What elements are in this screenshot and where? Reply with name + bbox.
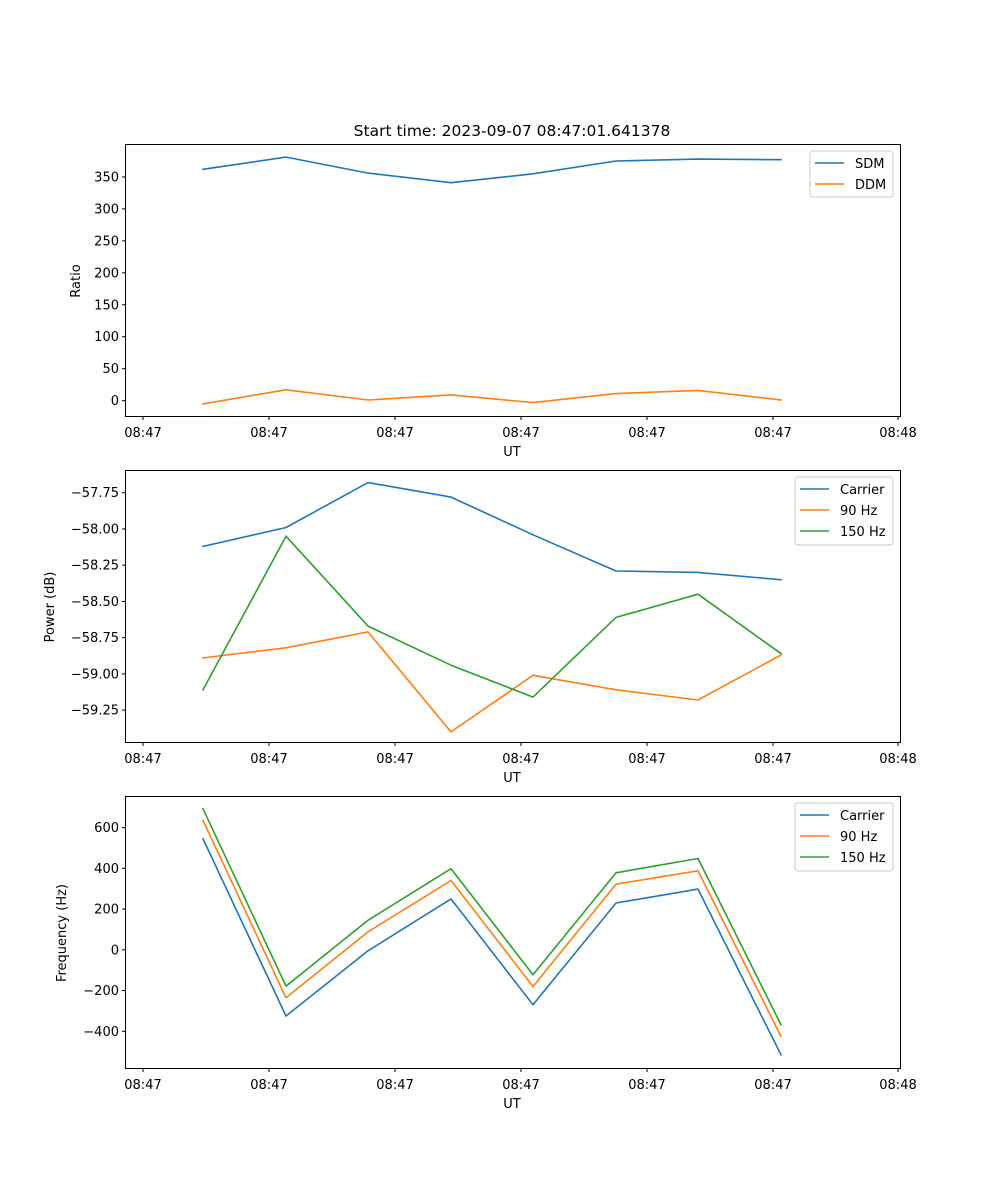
y-tick-label: −58.50 (71, 595, 119, 610)
x-tick-label: 08:47 (376, 426, 413, 441)
series-line-150-hz (201, 807, 783, 1026)
y-tick-label: 400 (94, 862, 119, 877)
x-tick-label: 08:47 (376, 752, 413, 767)
y-tick-label: −57.75 (71, 486, 119, 501)
legend-box (794, 802, 894, 872)
y-tick-label: 200 (94, 266, 119, 281)
y-tick-label: 250 (94, 234, 119, 249)
y-tick-label: 0 (111, 394, 119, 409)
y-tick-label: −59.25 (71, 704, 119, 719)
y-axis-label: Power (dB) (43, 572, 58, 643)
x-tick-label: 08:47 (754, 1078, 791, 1093)
x-tick-label: 08:47 (754, 426, 791, 441)
panel-power: Power (dB) UT 08:47 08:47 08:47 08:47 08… (43, 470, 917, 786)
x-axis-label: UT (503, 445, 521, 460)
x-tick-label: 08:47 (376, 1078, 413, 1093)
series-line-ddm (202, 388, 782, 405)
legend-label-carrier: Carrier (840, 809, 885, 824)
legend: Carrier 90 Hz 150 Hz (794, 476, 894, 546)
x-ticks: 08:47 08:47 08:47 08:47 08:47 08:47 08:4… (124, 1068, 917, 1093)
x-tick-label: 08:47 (250, 1078, 287, 1093)
legend-label-sdm: SDM (855, 157, 884, 172)
legend-label-150hz: 150 Hz (840, 851, 886, 866)
series-line-150-hz (201, 535, 783, 698)
y-tick-label: −58.25 (71, 559, 119, 574)
x-tick-label: 08:48 (879, 426, 916, 441)
legend-box (794, 476, 894, 546)
panel-frequency: Frequency (Hz) UT 08:47 08:47 08:47 08:4… (55, 796, 917, 1112)
legend: Carrier 90 Hz 150 Hz (794, 802, 894, 872)
y-axis-label: Frequency (Hz) (55, 884, 70, 982)
axes-frame (125, 470, 901, 743)
axes-frame (125, 796, 901, 1069)
x-tick-label: 08:47 (754, 752, 791, 767)
y-ticks: −57.75 −58.00 −58.25 −58.50 −58.75 −59.00 −59.… (71, 486, 126, 719)
plot-lines (202, 156, 782, 405)
x-tick-label: 08:47 (502, 1078, 539, 1093)
series-line-90-hz (202, 631, 783, 733)
legend-label-150hz: 150 Hz (840, 525, 886, 540)
x-tick-label: 08:47 (628, 1078, 665, 1093)
legend: SDM DDM (809, 150, 894, 198)
y-tick-label: −58.00 (71, 522, 119, 537)
x-tick-label: 08:47 (250, 752, 287, 767)
y-ticks: 0 50 100 150 200 250 300 350 (94, 170, 126, 409)
y-tick-label: 600 (94, 821, 119, 836)
y-tick-label: 0 (111, 943, 119, 958)
y-ticks: 600 400 200 0 −200 −400 (83, 821, 126, 1040)
legend-label-ddm: DDM (855, 178, 886, 193)
x-axis-label: UT (503, 1097, 521, 1112)
legend-label-90hz: 90 Hz (840, 504, 877, 519)
plot-lines (201, 481, 783, 733)
x-tick-label: 08:47 (502, 752, 539, 767)
y-tick-label: 100 (94, 330, 119, 345)
x-tick-label: 08:47 (124, 426, 161, 441)
x-tick-label: 08:47 (628, 752, 665, 767)
y-tick-label: 300 (94, 202, 119, 217)
x-axis-label: UT (503, 771, 521, 786)
x-tick-label: 08:47 (502, 426, 539, 441)
y-tick-label: −400 (83, 1025, 119, 1040)
y-tick-label: 200 (94, 903, 119, 918)
x-tick-label: 08:48 (879, 1078, 916, 1093)
y-tick-label: −200 (83, 984, 119, 999)
series-line-sdm (202, 156, 782, 184)
series-line-carrier (201, 837, 783, 1056)
y-axis-label: Ratio (69, 264, 84, 297)
y-tick-label: 150 (94, 298, 119, 313)
plot-lines (201, 807, 783, 1056)
legend-label-90hz: 90 Hz (840, 830, 877, 845)
x-tick-label: 08:47 (250, 426, 287, 441)
series-line-carrier (202, 481, 782, 581)
x-tick-label: 08:48 (879, 752, 916, 767)
series-line-90-hz (201, 819, 783, 1038)
panel-ratio: Start time: 2023-09-07 08:47:01.641378 R… (69, 122, 917, 460)
legend-label-carrier: Carrier (840, 483, 885, 498)
axes-frame (125, 144, 901, 417)
y-tick-label: 350 (94, 170, 119, 185)
y-tick-label: −59.00 (71, 667, 119, 682)
x-tick-label: 08:47 (124, 1078, 161, 1093)
y-tick-label: −58.75 (71, 631, 119, 646)
y-tick-label: 50 (102, 362, 119, 377)
x-ticks: 08:47 08:47 08:47 08:47 08:47 08:47 08:4… (124, 742, 917, 767)
x-tick-label: 08:47 (628, 426, 665, 441)
chart-title: Start time: 2023-09-07 08:47:01.641378 (354, 122, 671, 140)
x-tick-label: 08:47 (124, 752, 161, 767)
